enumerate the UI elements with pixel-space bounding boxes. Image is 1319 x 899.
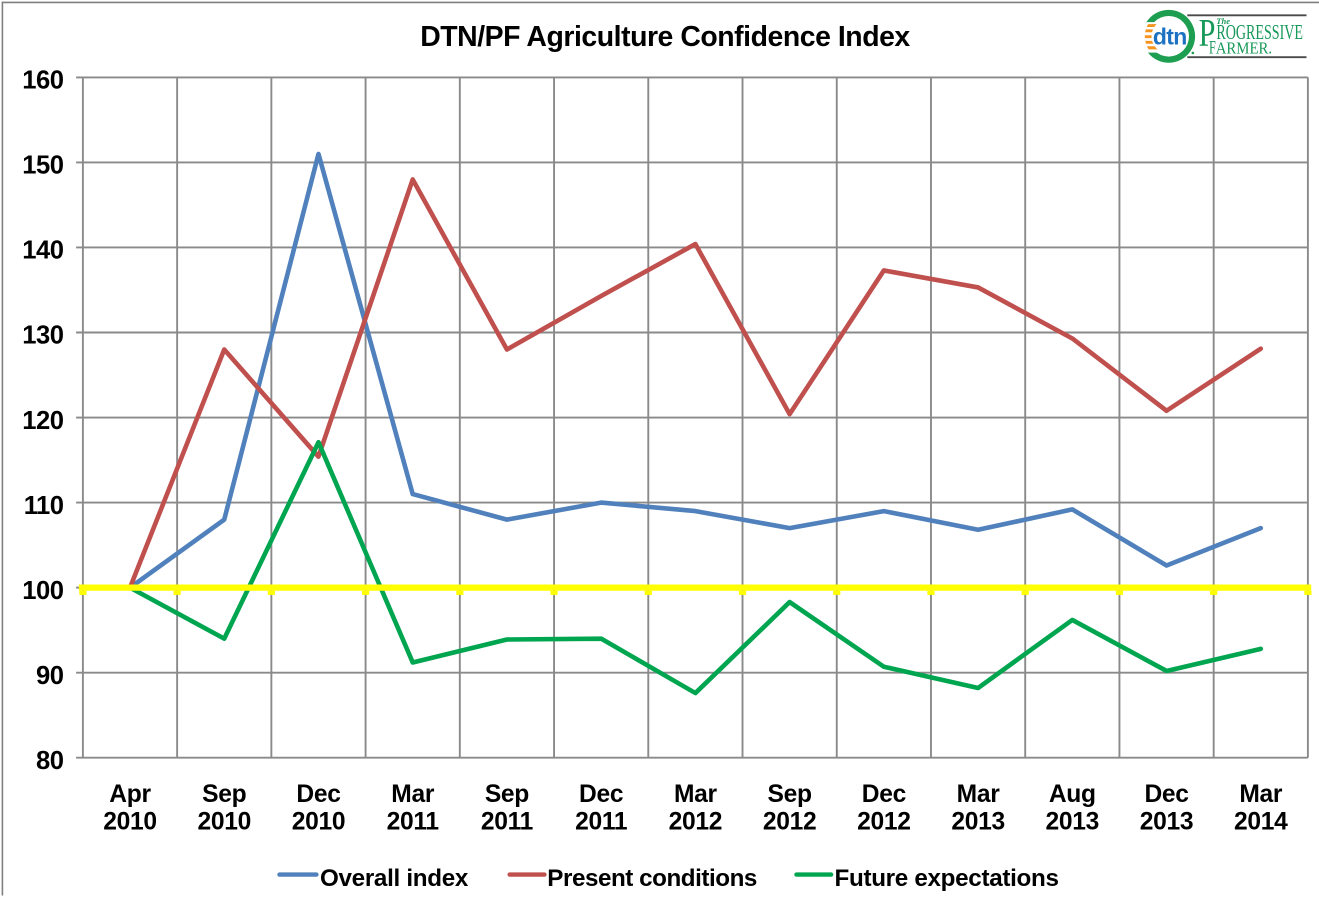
svg-text:P: P	[1199, 11, 1216, 54]
svg-text:Dec: Dec	[579, 781, 623, 808]
svg-text:110: 110	[24, 492, 64, 520]
svg-text:2012: 2012	[763, 809, 817, 836]
svg-text:Sep: Sep	[768, 781, 812, 808]
svg-text:dtn: dtn	[1153, 23, 1187, 49]
svg-text:Aug: Aug	[1049, 781, 1096, 808]
svg-text:90: 90	[36, 662, 64, 690]
svg-text:ROGRESSIVE: ROGRESSIVE	[1216, 22, 1303, 44]
svg-text:Future expectations: Future expectations	[835, 865, 1059, 892]
svg-text:Dec: Dec	[862, 781, 906, 808]
svg-text:Mar: Mar	[957, 781, 1001, 808]
svg-text:Sep: Sep	[202, 781, 246, 808]
svg-text:Apr: Apr	[109, 781, 151, 808]
svg-text:Dec: Dec	[1144, 781, 1188, 808]
svg-text:80: 80	[36, 747, 64, 775]
svg-text:150: 150	[22, 152, 63, 180]
svg-text:2014: 2014	[1234, 809, 1288, 836]
svg-text:2010: 2010	[292, 809, 346, 836]
svg-text:ARMER.: ARMER.	[1216, 39, 1272, 58]
svg-text:140: 140	[22, 237, 63, 265]
svg-text:Sep: Sep	[485, 781, 529, 808]
svg-text:Overall index: Overall index	[320, 865, 469, 892]
svg-text:The: The	[1216, 16, 1230, 26]
svg-text:F: F	[1209, 38, 1216, 59]
svg-text:2011: 2011	[575, 809, 627, 836]
svg-text:Present conditions: Present conditions	[547, 865, 757, 892]
svg-text:2011: 2011	[387, 809, 439, 836]
svg-text:2011: 2011	[481, 809, 533, 836]
svg-text:130: 130	[22, 322, 63, 350]
svg-text:DTN/PF Agriculture Confidence: DTN/PF Agriculture Confidence Index	[420, 21, 910, 53]
svg-text:160: 160	[22, 67, 63, 95]
svg-text:2013: 2013	[1140, 809, 1194, 836]
svg-text:Mar: Mar	[391, 781, 435, 808]
svg-text:Dec: Dec	[296, 781, 340, 808]
svg-text:2012: 2012	[857, 809, 911, 836]
svg-text:120: 120	[22, 407, 63, 435]
svg-text:2013: 2013	[1046, 809, 1100, 836]
svg-text:2010: 2010	[103, 809, 157, 836]
svg-text:Mar: Mar	[1239, 781, 1283, 808]
svg-text:2013: 2013	[951, 809, 1005, 836]
svg-text:Mar: Mar	[674, 781, 718, 808]
svg-text:2012: 2012	[669, 809, 723, 836]
svg-text:100: 100	[22, 577, 63, 605]
svg-text:2010: 2010	[197, 809, 251, 836]
